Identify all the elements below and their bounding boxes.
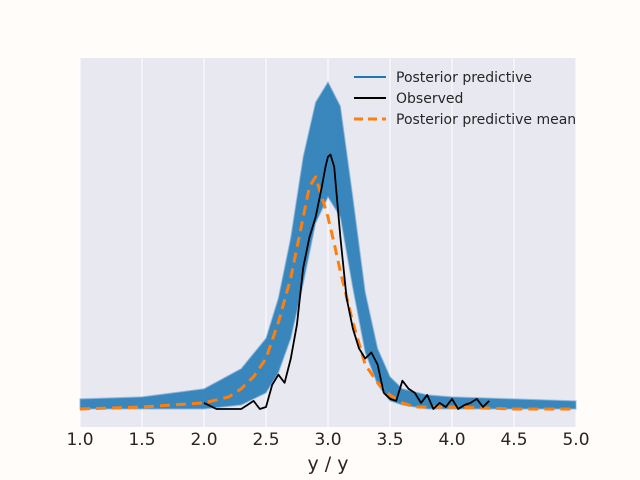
x-tick-labels: 1.0 1.5 2.0 2.5 3.0 3.5 4.0 4.5 5.0: [66, 430, 589, 450]
x-tick-label: 1.5: [128, 430, 155, 450]
legend-label-posterior-predictive-mean: Posterior predictive mean: [396, 112, 576, 128]
series-lines: [79, 153, 576, 411]
grid: [79, 58, 577, 427]
x-tick-label: 5.0: [562, 430, 589, 450]
x-tick-label: 4.5: [500, 430, 527, 450]
series-posterior-predictive-mean-line: [79, 175, 576, 411]
legend-label-observed: Observed: [396, 91, 463, 107]
series-posterior-predictive-band: [79, 80, 577, 410]
x-tick-label: 3.0: [314, 430, 341, 450]
series-observed-line: [203, 153, 490, 410]
x-tick-label: 2.0: [190, 430, 217, 450]
x-tick-label: 4.0: [438, 430, 465, 450]
legend-label-posterior-predictive: Posterior predictive: [396, 70, 532, 86]
x-tick-label: 1.0: [66, 430, 93, 450]
x-tick-label: 3.5: [376, 430, 403, 450]
posterior-predictive-band: [79, 80, 577, 410]
x-axis-title: y / y: [308, 453, 349, 475]
legend: Posterior predictive Observed Posterior …: [354, 70, 576, 128]
x-tick-label: 2.5: [252, 430, 279, 450]
